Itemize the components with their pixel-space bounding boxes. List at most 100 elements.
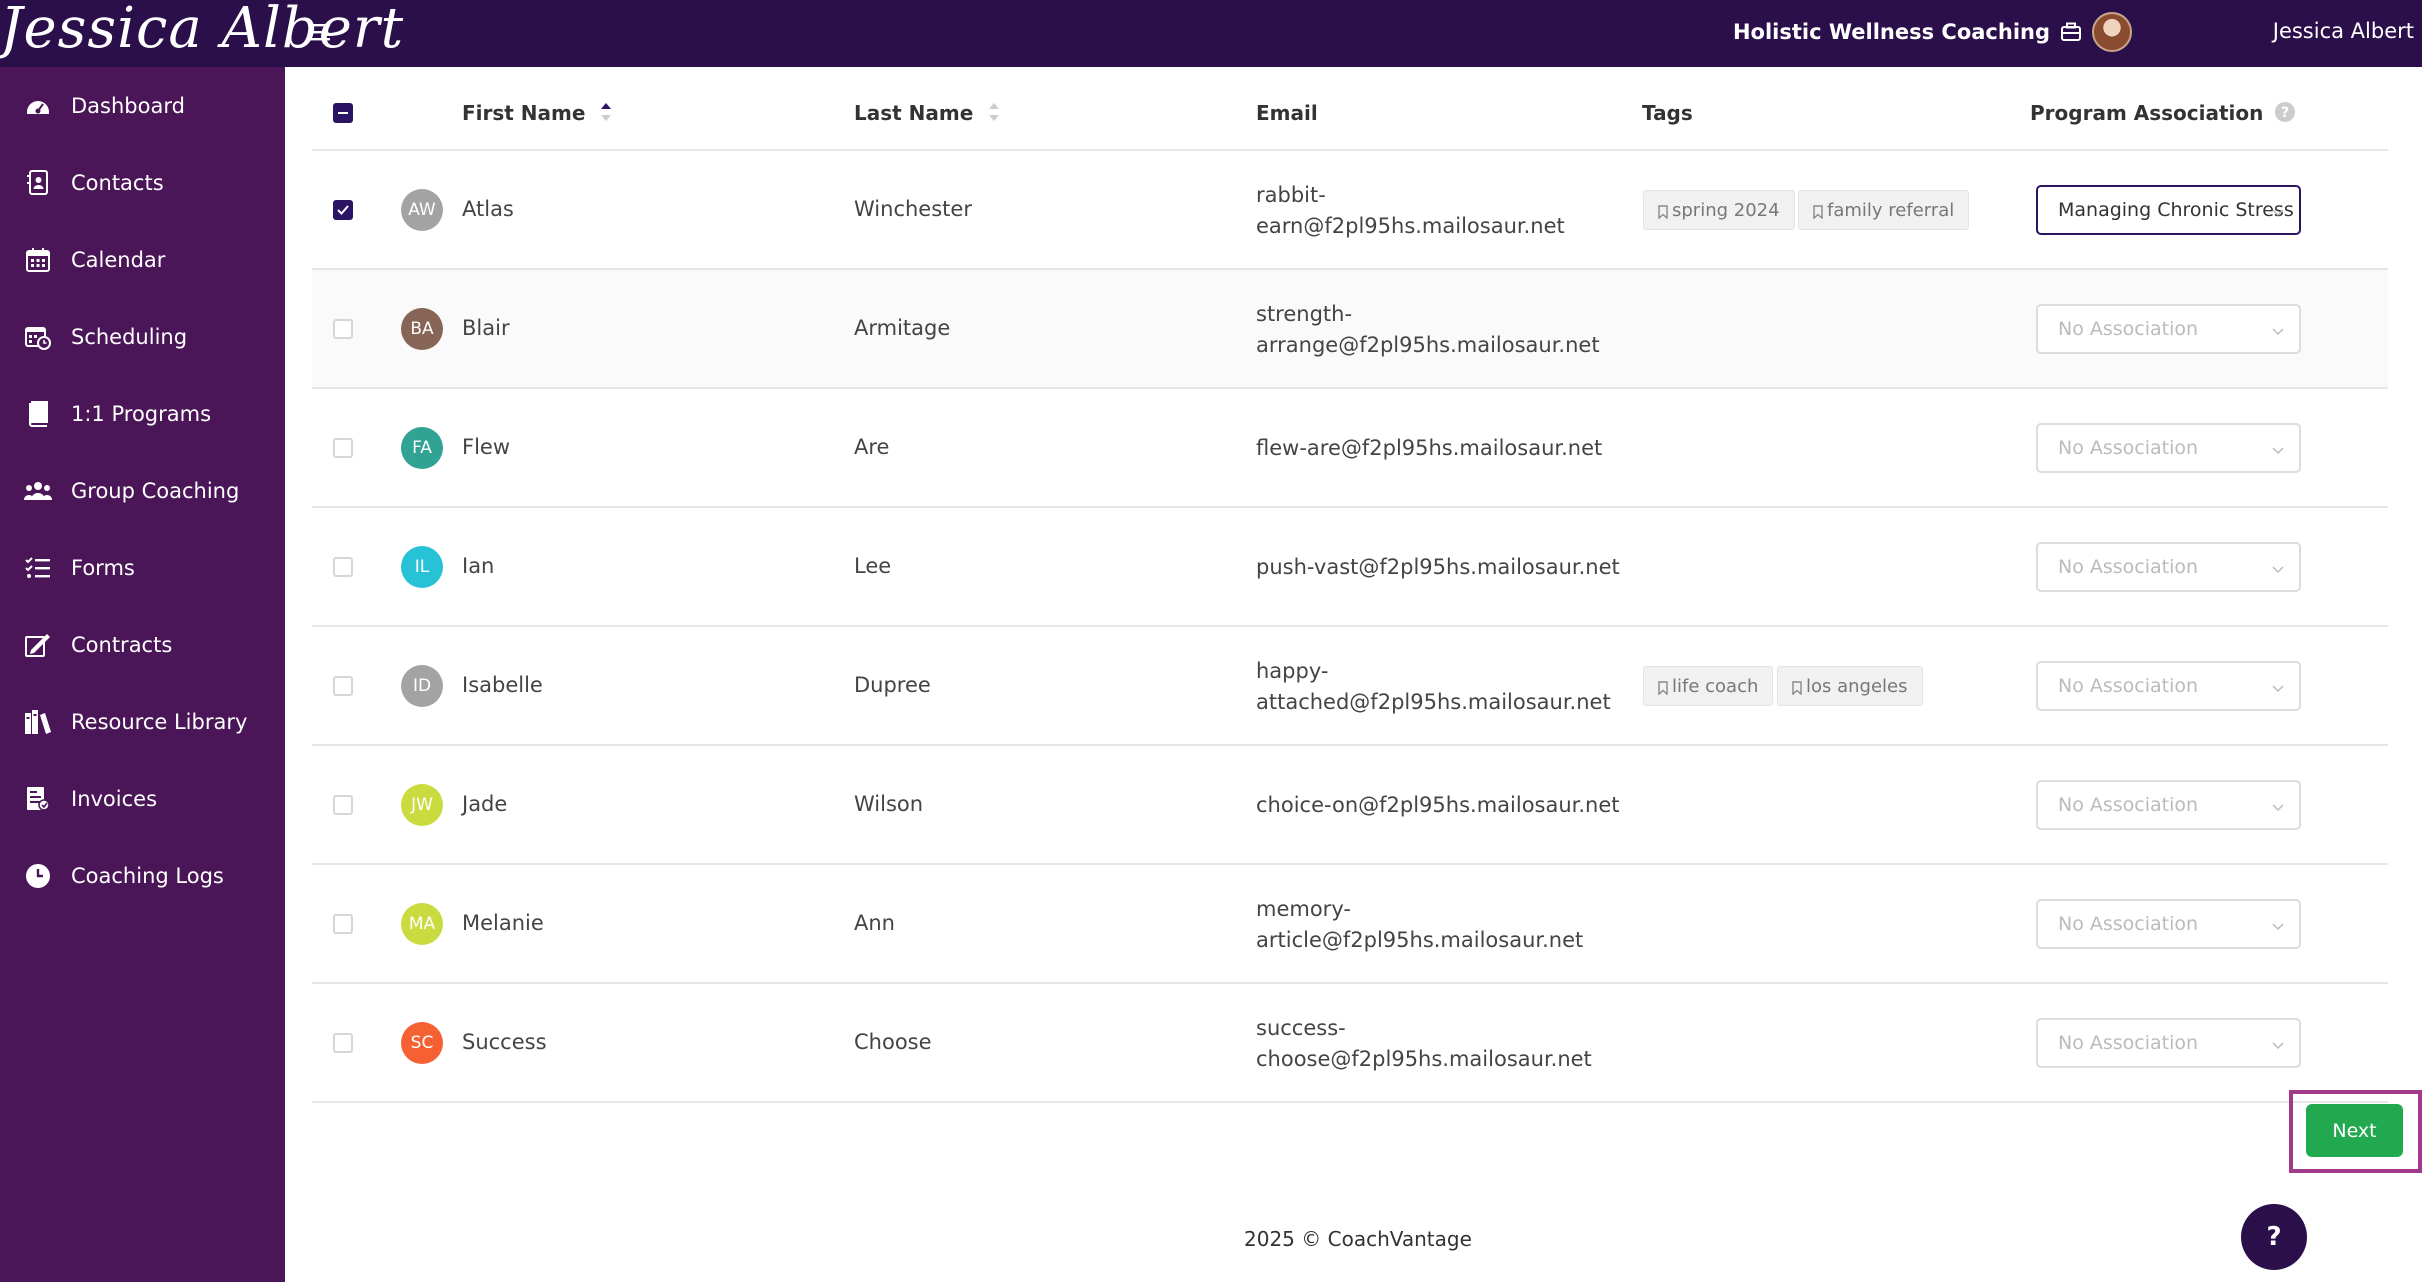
chevron-down-icon — [2271, 798, 2285, 812]
first-name-cell: Blair — [462, 316, 510, 340]
email-cell: rabbit-earn@f2pl95hs.mailosaur.net — [1256, 180, 1636, 242]
svg-text:?: ? — [2281, 105, 2289, 121]
program-select[interactable]: No Association — [2036, 304, 2301, 354]
select-all-checkbox[interactable] — [333, 103, 353, 123]
program-select-value: No Association — [2058, 437, 2199, 459]
email-cell: happy-attached@f2pl95hs.mailosaur.net — [1256, 656, 1636, 718]
table-row[interactable]: JW Jade Wilson choice-on@f2pl95hs.mailos… — [312, 746, 2388, 865]
column-email: Email — [1256, 101, 1318, 125]
sidebar: Dashboard Contacts Calendar Scheduling 1… — [0, 67, 285, 1282]
scheduling-icon — [24, 323, 52, 351]
bookmark-icon — [1658, 679, 1668, 696]
user-avatar[interactable] — [2092, 12, 2132, 52]
sidebar-item-label: Contacts — [71, 171, 164, 195]
sidebar-item-resource-library[interactable]: Resource Library — [0, 692, 285, 752]
last-name-cell: Ann — [854, 911, 895, 935]
calendar-icon — [24, 246, 52, 274]
row-checkbox[interactable] — [333, 914, 353, 934]
sidebar-item-contacts[interactable]: Contacts — [0, 153, 285, 213]
program-select[interactable]: No Association — [2036, 899, 2301, 949]
sidebar-item-label: Group Coaching — [71, 479, 240, 503]
sidebar-item-label: Resource Library — [71, 710, 248, 734]
email-line: success- — [1256, 1016, 1346, 1040]
email-line: earn@f2pl95hs.mailosaur.net — [1256, 214, 1565, 238]
row-checkbox[interactable] — [333, 438, 353, 458]
sidebar-item-group-coaching[interactable]: Group Coaching — [0, 461, 285, 521]
tag-label: family referral — [1827, 199, 1955, 221]
sidebar-item-coaching-logs[interactable]: Coaching Logs — [0, 846, 285, 906]
email-cell: choice-on@f2pl95hs.mailosaur.net — [1256, 790, 1636, 821]
program-select-value: No Association — [2058, 675, 2199, 697]
menu-toggle-icon[interactable] — [308, 22, 332, 44]
table-row[interactable]: AW Atlas Winchester rabbit-earn@f2pl95hs… — [312, 151, 2388, 270]
sidebar-item-invoices[interactable]: Invoices — [0, 769, 285, 829]
table-row[interactable]: BA Blair Armitage strength-arrange@f2pl9… — [312, 270, 2388, 389]
program-select[interactable]: Managing Chronic Stress — [2036, 185, 2301, 235]
table-row[interactable]: FA Flew Are flew-are@f2pl95hs.mailosaur.… — [312, 389, 2388, 508]
help-button[interactable]: ? — [2241, 1204, 2307, 1270]
sort-icon[interactable] — [988, 102, 1000, 127]
clock-icon — [24, 862, 52, 890]
row-checkbox[interactable] — [333, 1033, 353, 1053]
program-select-value: No Association — [2058, 794, 2199, 816]
table-row[interactable]: IL Ian Lee push-vast@f2pl95hs.mailosaur.… — [312, 508, 2388, 627]
library-icon — [24, 708, 52, 736]
sidebar-item-calendar[interactable]: Calendar — [0, 230, 285, 290]
program-select[interactable]: No Association — [2036, 780, 2301, 830]
email-line: flew-are@f2pl95hs.mailosaur.net — [1256, 436, 1603, 460]
logo[interactable]: Jessica Albert — [0, 0, 405, 61]
sort-asc-icon[interactable] — [600, 102, 612, 127]
help-circle-icon[interactable]: ? — [2274, 101, 2296, 128]
last-name-cell: Lee — [854, 554, 892, 578]
tag-label: los angeles — [1806, 675, 1908, 697]
sidebar-item-programs[interactable]: 1:1 Programs — [0, 384, 285, 444]
program-select-value: No Association — [2058, 1032, 2199, 1054]
program-select[interactable]: No Association — [2036, 1018, 2301, 1068]
table-row[interactable]: MA Melanie Ann memory-article@f2pl95hs.m… — [312, 865, 2388, 984]
row-checkbox[interactable] — [333, 200, 353, 220]
sidebar-item-dashboard[interactable]: Dashboard — [0, 76, 285, 136]
user-name[interactable]: Jessica Albert — [2272, 19, 2414, 43]
sidebar-item-label: Dashboard — [71, 94, 185, 118]
program-select[interactable]: No Association — [2036, 661, 2301, 711]
first-name-cell: Flew — [462, 435, 511, 459]
row-checkbox[interactable] — [333, 557, 353, 577]
column-tags: Tags — [1642, 101, 1693, 125]
program-select[interactable]: No Association — [2036, 423, 2301, 473]
contract-icon — [24, 631, 52, 659]
column-label: First Name — [462, 101, 586, 125]
next-button[interactable]: Next — [2306, 1104, 2403, 1157]
invoice-icon — [24, 785, 52, 813]
footer-copyright: 2025 © CoachVantage — [1244, 1227, 1472, 1251]
column-first-name[interactable]: First Name — [462, 101, 612, 127]
email-cell: push-vast@f2pl95hs.mailosaur.net — [1256, 552, 1636, 583]
row-checkbox[interactable] — [333, 319, 353, 339]
program-select[interactable]: No Association — [2036, 542, 2301, 592]
chevron-down-icon — [2271, 322, 2285, 336]
program-select-value: No Association — [2058, 318, 2199, 340]
email-line: strength- — [1256, 302, 1353, 326]
sidebar-item-label: Invoices — [71, 787, 158, 811]
sidebar-item-contracts[interactable]: Contracts — [0, 615, 285, 675]
column-label: Last Name — [854, 101, 974, 125]
column-last-name[interactable]: Last Name — [854, 101, 1000, 127]
email-line: happy- — [1256, 659, 1329, 683]
table-row[interactable]: SC Success Choose success-choose@f2pl95h… — [312, 984, 2388, 1103]
bookmark-icon — [1792, 679, 1802, 696]
program-select-value: No Association — [2058, 556, 2199, 578]
briefcase-icon[interactable] — [2060, 21, 2082, 43]
group-icon — [24, 477, 52, 505]
sidebar-item-scheduling[interactable]: Scheduling — [0, 307, 285, 367]
business-name[interactable]: Holistic Wellness Coaching — [1732, 20, 2050, 44]
first-name-cell: Atlas — [462, 197, 514, 221]
row-checkbox[interactable] — [333, 795, 353, 815]
table-row[interactable]: ID Isabelle Dupree happy-attached@f2pl95… — [312, 627, 2388, 746]
bookmark-icon — [1658, 203, 1668, 220]
email-cell: strength-arrange@f2pl95hs.mailosaur.net — [1256, 299, 1636, 361]
book-icon — [24, 400, 52, 428]
row-checkbox[interactable] — [333, 676, 353, 696]
first-name-cell: Jade — [462, 792, 508, 816]
avatar: IL — [401, 546, 443, 588]
sidebar-item-forms[interactable]: Forms — [0, 538, 285, 598]
contacts-icon — [24, 169, 52, 197]
